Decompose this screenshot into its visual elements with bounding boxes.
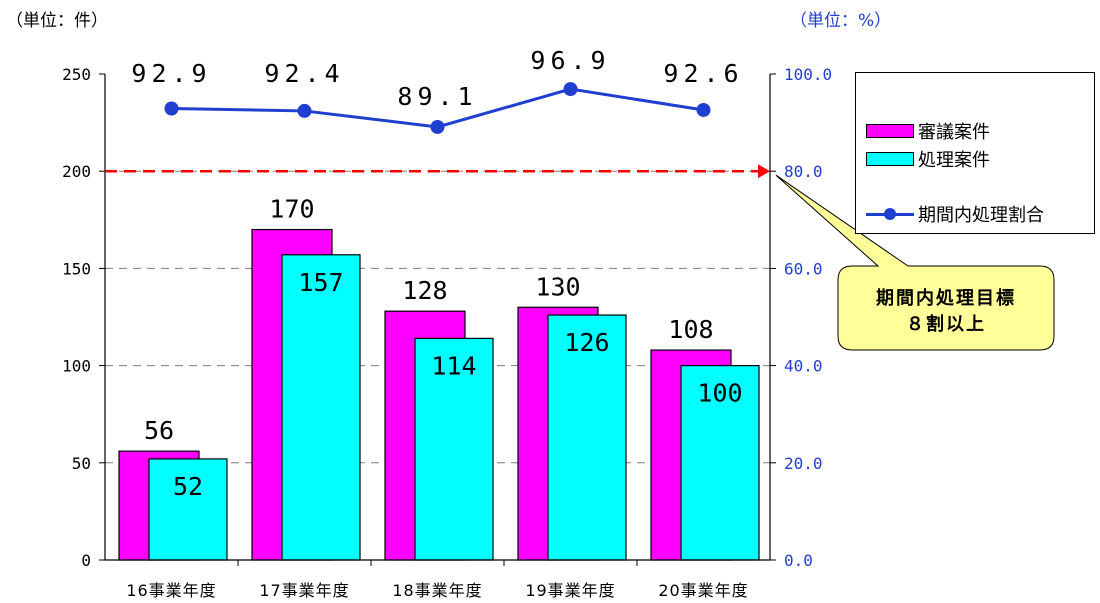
left-axis-unit: （単位：件）: [6, 11, 108, 31]
legend-swatch-processed: [866, 152, 914, 166]
legend: 審議案件 処理案件 期間内処理割合: [855, 72, 1095, 234]
value-label-processed: 126: [564, 328, 609, 357]
value-label-deliberation: 56: [144, 416, 174, 445]
value-label-processed: 114: [431, 351, 476, 380]
right-axis-unit: （単位：%）: [790, 11, 892, 31]
value-labels: 56 52 92.9 170 157 92.4 128 114 89.1 130 126 96.9 10…: [131, 46, 743, 501]
ratio-point: [164, 101, 179, 116]
category-label: 19事業年度: [525, 581, 615, 600]
value-label-ratio: 92.6: [663, 59, 743, 88]
ratio-point: [696, 102, 711, 117]
value-label-ratio: 92.4: [264, 59, 344, 88]
value-label-deliberation: 108: [668, 315, 713, 344]
callout-text: 期間内処理目標 ８割以上: [838, 286, 1054, 338]
legend-item-ratio: 期間内処理割合: [866, 202, 1044, 226]
tick-labels: 0 50 100 150 200 250 0.0 20.0 40.0 60.0 80.0 100.0 1…: [62, 65, 832, 600]
legend-label-processed: 処理案件: [918, 150, 990, 171]
right-tick-label: 40.0: [784, 357, 823, 376]
bar-processed: [547, 314, 627, 561]
callout-bubble: [775, 174, 1055, 351]
value-label-processed: 157: [298, 268, 343, 297]
bar-processed: [281, 254, 361, 561]
bars: [118, 228, 760, 561]
value-label-ratio: 96.9: [530, 46, 610, 75]
right-tick-label: 20.0: [784, 454, 823, 473]
bar-processed: [680, 365, 760, 561]
left-tick-label: 0: [81, 551, 91, 570]
value-label-deliberation: 128: [402, 276, 447, 305]
target-line: [105, 164, 770, 179]
callout-shape: [775, 174, 1055, 351]
left-tick-label: 100: [62, 357, 91, 376]
legend-line-ratio: [866, 202, 914, 226]
left-tick-label: 150: [62, 259, 91, 278]
legend-label-ratio: 期間内処理割合: [918, 205, 1044, 226]
ratio-line: [164, 82, 711, 134]
category-label: 18事業年度: [392, 581, 482, 600]
category-label: 20事業年度: [658, 581, 748, 600]
value-label-processed: 100: [697, 379, 742, 408]
right-tick-label: 0.0: [784, 551, 813, 570]
callout-line-2: ８割以上: [906, 314, 986, 335]
value-label-ratio: 89.1: [397, 82, 477, 111]
legend-label-deliberation: 審議案件: [918, 122, 990, 143]
legend-item-deliberation: 審議案件: [866, 119, 990, 143]
right-tick-label: 100.0: [784, 65, 832, 84]
value-label-deliberation: 130: [535, 272, 580, 301]
right-tick-label: 60.0: [784, 259, 823, 278]
left-tick-label: 200: [62, 162, 91, 181]
ratio-point: [430, 119, 445, 134]
category-label: 16事業年度: [126, 581, 216, 600]
bar-processed: [414, 337, 494, 561]
value-label-ratio: 92.9: [131, 59, 211, 88]
axes: [99, 73, 776, 566]
legend-item-processed: 処理案件: [866, 147, 990, 171]
left-tick-label: 50: [72, 454, 91, 473]
category-label: 17事業年度: [259, 581, 349, 600]
ratio-point: [563, 82, 578, 97]
value-label-deliberation: 170: [269, 195, 314, 224]
bar-processed: [148, 458, 228, 561]
callout-line-1: 期間内処理目標: [876, 288, 1016, 309]
left-tick-label: 250: [62, 65, 91, 84]
target-arrowhead: [758, 164, 770, 179]
value-label-processed: 52: [173, 472, 203, 501]
ratio-point: [297, 103, 312, 118]
right-tick-label: 80.0: [784, 162, 823, 181]
legend-swatch-deliberation: [866, 124, 914, 138]
